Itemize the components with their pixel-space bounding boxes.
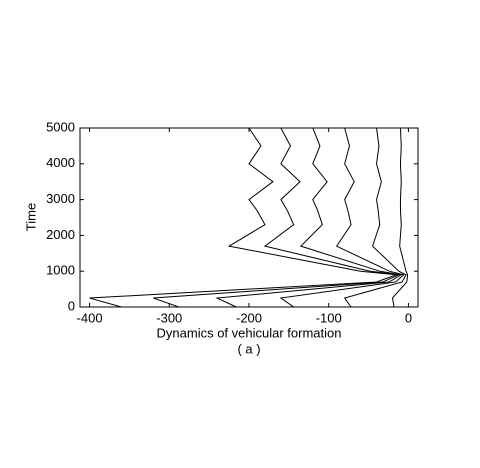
x-tick-label: -400 xyxy=(77,310,103,325)
trajectory xyxy=(153,127,401,308)
x-axis-label: Dynamics of vehicular formation xyxy=(157,325,342,340)
trajectory xyxy=(391,127,409,308)
x-tick-label: -200 xyxy=(236,310,262,325)
trajectory xyxy=(89,127,397,308)
plot-frame xyxy=(79,127,419,308)
trajectory xyxy=(215,127,403,308)
y-axis-label: Time xyxy=(23,203,38,231)
y-tick-label: 5000 xyxy=(46,119,75,134)
x-tick-label: -100 xyxy=(316,310,342,325)
x-tick-label: 0 xyxy=(405,310,412,325)
trajectory xyxy=(343,127,407,308)
y-tick-label: 2000 xyxy=(46,227,75,242)
y-tick-label: 0 xyxy=(68,298,75,313)
y-tick-label: 1000 xyxy=(46,263,75,278)
trajectory xyxy=(279,127,405,308)
y-tick-label: 4000 xyxy=(46,155,75,170)
subtitle: ( a ) xyxy=(237,341,260,356)
x-tick-label: -300 xyxy=(156,310,182,325)
y-tick-label: 3000 xyxy=(46,191,75,206)
